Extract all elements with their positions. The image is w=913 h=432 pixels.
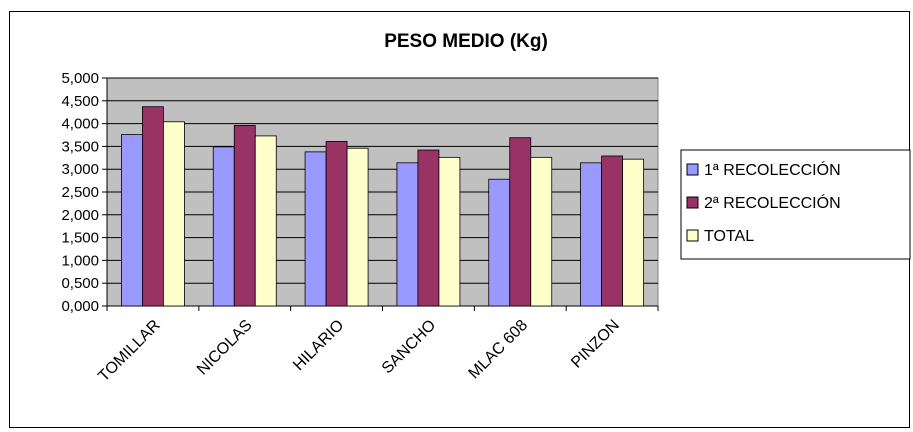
legend: 1ª RECOLECCIÓN 2ª RECOLECCIÓN TOTAL [680, 149, 911, 260]
legend-swatch [686, 229, 699, 242]
y-tick-label: 5,000 [61, 70, 99, 87]
bar-2 [325, 140, 348, 307]
bar-1 [121, 134, 143, 307]
y-tick-label: 4,000 [61, 116, 99, 133]
bar-2 [233, 125, 256, 307]
bar-3 [530, 156, 553, 307]
bar-1 [396, 162, 419, 307]
bar-1 [304, 151, 327, 307]
plot-area: 0,000 0,500 1,000 1,500 2,000 2,500 3,000 3,500… [61, 70, 659, 385]
bar-2 [417, 149, 440, 307]
bar-2 [509, 137, 532, 307]
legend-box [680, 149, 911, 260]
bar-3 [163, 121, 185, 307]
bar-3 [346, 147, 369, 307]
y-tick-label: 0,500 [61, 275, 99, 292]
bar-1 [488, 178, 511, 307]
y-tick-label: 2,000 [61, 207, 99, 224]
bar-2 [142, 106, 164, 307]
bar-3 [254, 135, 277, 307]
y-tick-label: 0,000 [61, 298, 99, 315]
x-category-label: NICOLAS [194, 317, 256, 379]
legend-label: 1ª RECOLECCIÓN [704, 160, 841, 179]
bar-3 [438, 156, 461, 307]
bar-3 [622, 158, 644, 307]
legend-swatch [686, 163, 699, 176]
x-category-label: TOMILLAR [95, 317, 163, 385]
x-category-label: MLAC 608 [466, 317, 532, 383]
y-tick-label: 3,500 [61, 138, 99, 155]
y-tick-label: 1,500 [61, 230, 99, 247]
y-tick-label: 4,500 [61, 93, 99, 110]
x-category-label: SANCHO [379, 317, 439, 377]
bar-2 [601, 155, 623, 307]
y-tick-label: 2,500 [61, 184, 99, 201]
bar-1 [212, 146, 235, 307]
y-tick-label: 1,000 [61, 252, 99, 269]
x-category-label: HILARIO [290, 317, 347, 374]
legend-swatch [686, 196, 699, 209]
legend-label: 2ª RECOLECCIÓN [704, 193, 841, 212]
y-tick-label: 3,000 [61, 161, 99, 178]
chart-title: PESO MEDIO (Kg) [384, 31, 548, 52]
x-category-label: PINZON [568, 317, 623, 372]
bar-1 [580, 162, 602, 307]
legend-label: TOTAL [704, 228, 754, 245]
